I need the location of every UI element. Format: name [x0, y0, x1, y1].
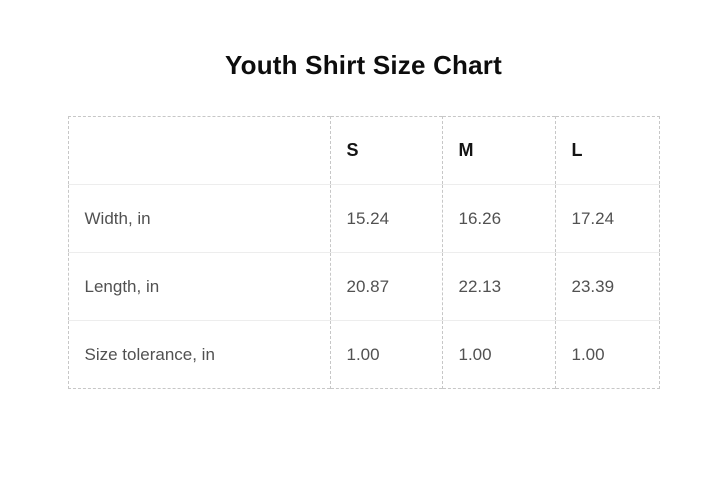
- cell-value: 15.24: [329, 184, 442, 253]
- cell-value: 1.00: [441, 320, 555, 389]
- size-chart-table: S M L Width, in 15.24 16.26 17.24 Length…: [67, 116, 660, 389]
- header-cell-size-s: S: [329, 116, 442, 185]
- row-label: Width, in: [68, 184, 330, 253]
- header-cell-size-m: M: [441, 116, 555, 185]
- cell-value: 17.24: [554, 184, 659, 253]
- cell-value: 1.00: [329, 320, 442, 389]
- row-label: Size tolerance, in: [68, 320, 330, 389]
- cell-value: 22.13: [441, 252, 555, 321]
- cell-value: 23.39: [554, 252, 659, 321]
- page-title: Youth Shirt Size Chart: [225, 50, 502, 80]
- table-row-width: Width, in 15.24 16.26 17.24: [68, 184, 659, 253]
- cell-value: 16.26: [441, 184, 555, 253]
- header-cell-empty: [68, 117, 330, 185]
- cell-value: 20.87: [329, 252, 442, 321]
- header-row: S M L: [68, 116, 659, 185]
- table-row-length: Length, in 20.87 22.13 23.39: [68, 252, 659, 321]
- cell-value: 1.00: [554, 320, 659, 389]
- table-row-size-tolerance: Size tolerance, in 1.00 1.00 1.00: [68, 320, 659, 389]
- row-label: Length, in: [68, 252, 330, 321]
- header-cell-size-l: L: [554, 116, 659, 185]
